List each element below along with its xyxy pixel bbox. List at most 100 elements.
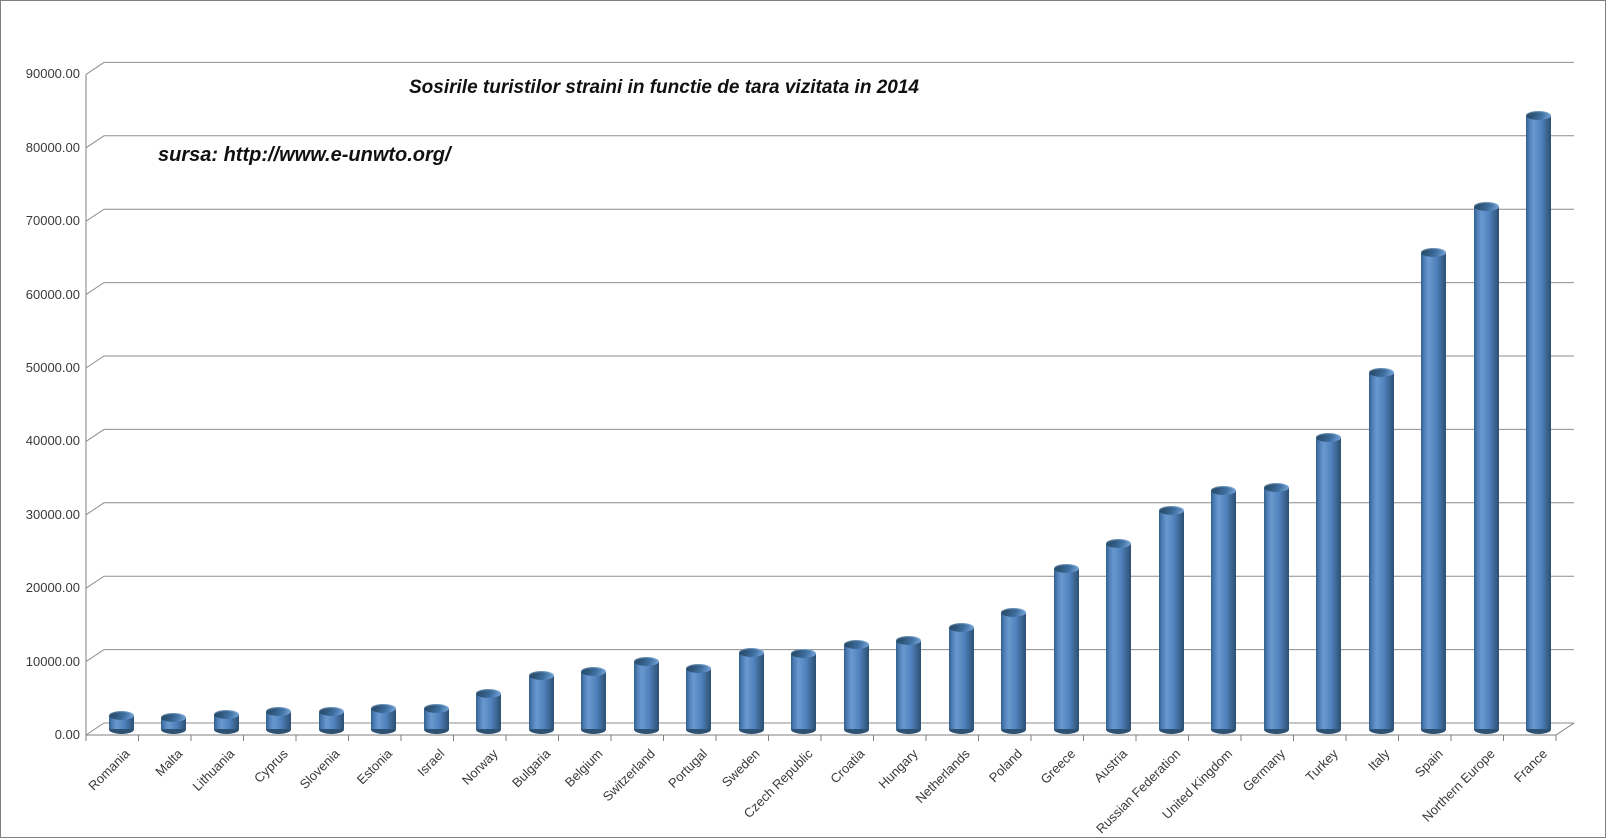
- bar-netherlands: [948, 622, 974, 734]
- bar-italy: [1368, 368, 1394, 734]
- y-axis-tick-label: 90000.00: [25, 66, 80, 82]
- cylinder-body: [843, 644, 869, 730]
- bar-northern-europe: [1473, 202, 1499, 734]
- bar-spain: [1421, 247, 1447, 734]
- bar-cyprus: [266, 707, 292, 734]
- cylinder-body: [791, 653, 817, 730]
- gridline-20000: [85, 575, 1574, 589]
- cylinder-top: [1001, 607, 1027, 617]
- cylinder-bottom: [161, 724, 187, 734]
- cylinder-body: [1106, 543, 1132, 730]
- cylinder-bottom: [108, 724, 134, 734]
- cylinder-bottom: [843, 724, 869, 734]
- cylinder-body: [528, 675, 554, 730]
- bar-slovenia: [318, 707, 344, 734]
- gridline-90000: [85, 61, 1574, 75]
- bar-israel: [423, 703, 449, 734]
- cylinder-top: [1106, 539, 1132, 549]
- bar-lithuania: [213, 709, 239, 734]
- y-axis-tick-label: 80000.00: [25, 139, 80, 155]
- cylinder-body: [1211, 490, 1237, 730]
- y-axis-tick-label: 20000.00: [25, 580, 80, 596]
- y-axis-tick-label: 10000.00: [25, 653, 80, 669]
- cylinder-top: [896, 636, 922, 646]
- cylinder-body: [1526, 115, 1552, 730]
- cylinder-bottom: [1158, 724, 1184, 734]
- gridline-0: [85, 722, 1574, 736]
- source-note: sursa: http://www.e-unwto.org/: [158, 144, 451, 166]
- cylinder-body: [266, 711, 292, 730]
- cylinder-top: [476, 689, 502, 699]
- cylinder-top: [791, 648, 817, 658]
- cylinder-body: [1053, 568, 1079, 730]
- cylinder-body: [738, 652, 764, 730]
- cylinder-bottom: [1421, 724, 1447, 734]
- cylinder-bottom: [1368, 724, 1394, 734]
- cylinder-top: [1368, 368, 1394, 378]
- cylinder-bottom: [1526, 724, 1552, 734]
- y-axis-tick-label: 70000.00: [25, 213, 80, 229]
- cylinder-top: [1316, 432, 1342, 442]
- cylinder-body: [318, 711, 344, 730]
- cylinder-bottom: [528, 724, 554, 734]
- cylinder-bottom: [1106, 724, 1132, 734]
- cylinder-top: [1526, 110, 1552, 120]
- x-axis-line: [86, 722, 1575, 736]
- cylinder-bottom: [371, 724, 397, 734]
- cylinder-body: [371, 708, 397, 730]
- bar-romania: [108, 711, 134, 734]
- cylinder-bottom: [423, 724, 449, 734]
- cylinder-top: [1211, 485, 1237, 495]
- y-axis-tick-label: 0.00: [54, 727, 80, 742]
- cylinder-body: [581, 671, 607, 730]
- cylinder-top: [843, 639, 869, 649]
- bar-bulgaria: [528, 671, 554, 734]
- gridline-30000: [85, 502, 1574, 516]
- bar-poland: [1001, 607, 1027, 734]
- cylinder-bottom: [213, 724, 239, 734]
- cylinder-top: [1158, 506, 1184, 516]
- cylinder-bottom: [1001, 724, 1027, 734]
- gridline-50000: [85, 355, 1574, 369]
- bar-belgium: [581, 667, 607, 734]
- cylinder-bottom: [1211, 724, 1237, 734]
- cylinder-bottom: [948, 724, 974, 734]
- cylinder-body: [1368, 372, 1394, 730]
- cylinder-top: [1053, 563, 1079, 573]
- cylinder-top: [738, 647, 764, 657]
- cylinder-body: [896, 640, 922, 730]
- cylinder-top: [686, 664, 712, 674]
- bar-estonia: [371, 703, 397, 734]
- cylinder-bottom: [633, 724, 659, 734]
- cylinder-top: [423, 703, 449, 713]
- cylinder-top: [266, 707, 292, 717]
- bar-portugal: [686, 664, 712, 734]
- bar-greece: [1053, 563, 1079, 734]
- cylinder-bottom: [1473, 724, 1499, 734]
- cylinder-top: [371, 703, 397, 713]
- cylinder-top: [318, 707, 344, 717]
- bar-croatia: [843, 639, 869, 734]
- cylinder-body: [423, 708, 449, 730]
- cylinder-bottom: [476, 724, 502, 734]
- cylinder-body: [633, 661, 659, 730]
- cylinder-top: [1421, 247, 1447, 257]
- gridline-40000: [85, 428, 1574, 442]
- y-axis-tick-label: 30000.00: [25, 506, 80, 522]
- cylinder-body: [948, 627, 974, 730]
- bar-hungary: [896, 636, 922, 734]
- y-axis-tick-label: 60000.00: [25, 286, 80, 302]
- cylinder-bottom: [1053, 724, 1079, 734]
- cylinder-bottom: [1316, 724, 1342, 734]
- cylinder-body: [1316, 437, 1342, 730]
- cylinder-top: [213, 709, 239, 719]
- cylinder-bottom: [266, 724, 292, 734]
- cylinder-bottom: [686, 724, 712, 734]
- bar-austria: [1106, 539, 1132, 734]
- bar-switzerland: [633, 657, 659, 734]
- gridline-10000: [85, 649, 1574, 663]
- cylinder-body: [476, 693, 502, 730]
- cylinder-bottom: [581, 724, 607, 734]
- bar-germany: [1263, 482, 1289, 734]
